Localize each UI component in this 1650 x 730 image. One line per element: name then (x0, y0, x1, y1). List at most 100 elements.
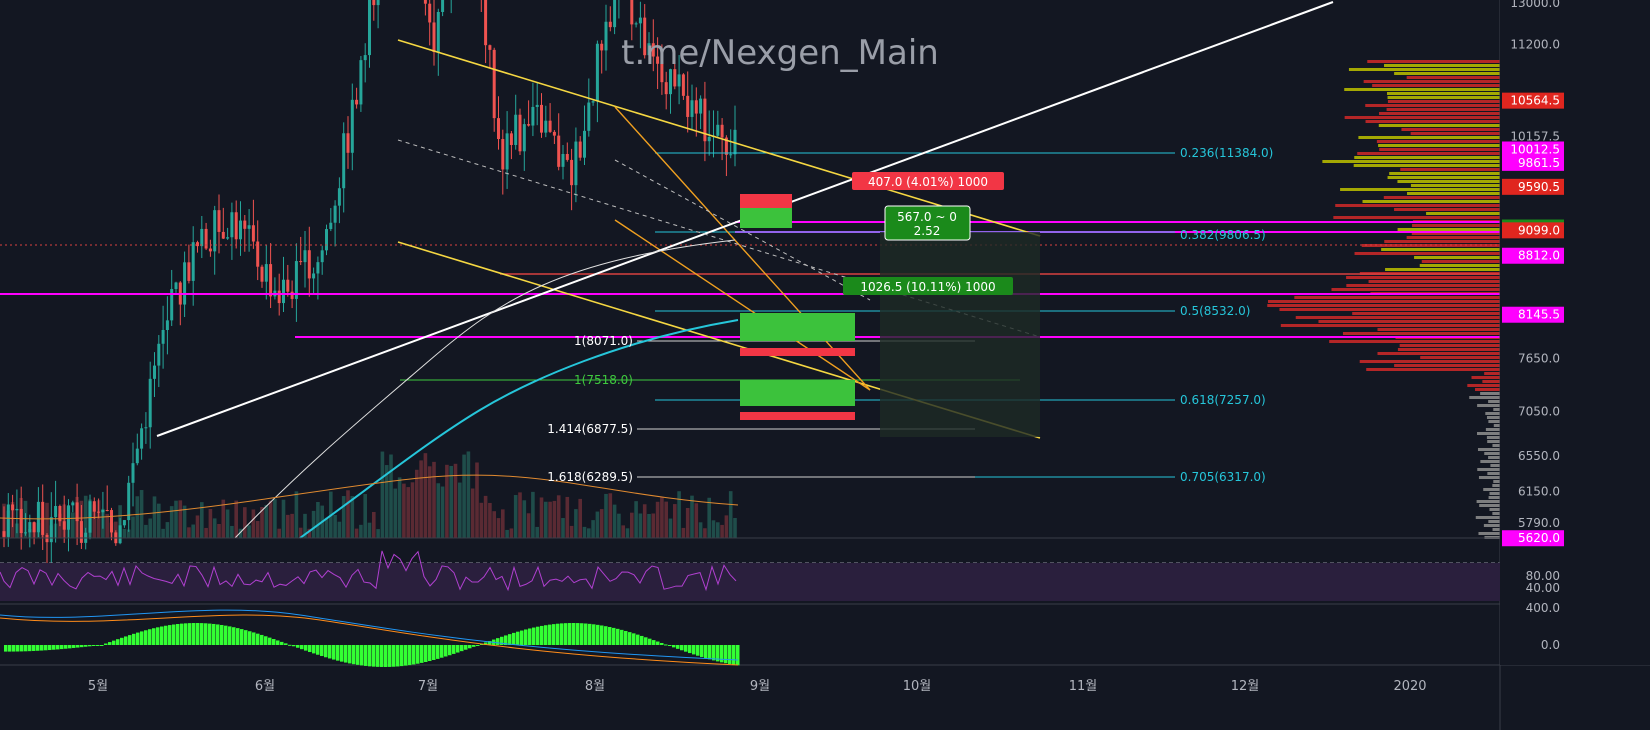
macd-histogram-bar (432, 645, 436, 660)
macd-histogram-bar (468, 645, 472, 649)
macd-histogram-bar (264, 636, 268, 645)
volume-bar (427, 466, 432, 538)
macd-histogram-bar (656, 641, 660, 645)
macd-histogram-bar (676, 645, 680, 649)
volume-bar (501, 509, 505, 538)
volume-profile-bar (1372, 84, 1500, 87)
macd-histogram-bar (516, 631, 520, 645)
macd-histogram-bar (528, 628, 532, 645)
volume-bar (681, 527, 686, 538)
candle-body (251, 225, 255, 242)
volume-bar (453, 463, 458, 538)
macd-histogram-bar (428, 645, 432, 662)
macd-histogram-bar (604, 626, 608, 645)
volume-bar (200, 502, 204, 538)
candle-body (634, 23, 638, 25)
macd-histogram-bar (460, 645, 464, 652)
candle-body (221, 231, 225, 239)
volume-bar (105, 513, 109, 538)
candle-body (570, 159, 574, 186)
macd-histogram-bar (592, 624, 596, 645)
volume-bar (131, 516, 135, 538)
volume-profile-bar (1492, 484, 1500, 487)
entry-box (740, 208, 792, 228)
macd-histogram-bar (176, 624, 180, 645)
candle-body (716, 124, 720, 136)
candle-body (320, 250, 324, 263)
volume-profile-bar (1480, 460, 1500, 463)
volume-bar (406, 487, 410, 538)
macd-histogram-bar (436, 645, 440, 659)
volume-profile-bar (1485, 428, 1500, 431)
volume-bar (634, 501, 638, 538)
macd-histogram-bar (8, 645, 12, 652)
candle-body (101, 510, 105, 513)
macd-histogram-bar (20, 645, 24, 652)
macd-histogram-bar (624, 630, 628, 645)
volume-bar (376, 529, 380, 538)
volume-profile-bar (1331, 288, 1500, 291)
volume-profile-bar (1477, 468, 1500, 471)
volume-bar (660, 497, 664, 538)
macd-histogram-bar (616, 628, 620, 645)
candle-body (174, 282, 178, 290)
macd-histogram-bar (464, 645, 468, 650)
volume-profile-bar (1488, 520, 1500, 523)
volume-profile (1267, 60, 1500, 539)
candle-body (724, 137, 728, 155)
candle-body (492, 49, 496, 119)
candle-body (600, 43, 604, 51)
macd-histogram-bar (60, 645, 64, 650)
macd-histogram-bar (272, 639, 276, 645)
volume-bar (552, 500, 557, 538)
candle-body (690, 100, 694, 117)
volume-profile-bar (1279, 308, 1500, 311)
loss-label: 407.0 (4.01%) 1000 (868, 175, 988, 189)
macd-histogram-bar (196, 623, 200, 645)
candle-body (720, 124, 724, 138)
macd-histogram-bar (148, 629, 152, 645)
volume-profile-bar (1478, 532, 1500, 535)
macd-histogram-bar (700, 645, 704, 657)
price-tick-label: 13000.0 (1510, 0, 1560, 10)
macd-histogram-bar (404, 645, 408, 666)
volume-profile-bar (1412, 224, 1500, 227)
volume-bar (677, 491, 681, 538)
macd-histogram-bar (540, 625, 544, 645)
volume-ma (0, 474, 739, 520)
macd-histogram-bar (584, 623, 588, 645)
price-tag (1502, 306, 1564, 323)
candle-body (282, 279, 285, 304)
candle-body (239, 220, 242, 240)
volume-profile-bar (1378, 144, 1500, 147)
volume-bar (526, 513, 531, 538)
price-tick-label: 11200.0 (1510, 37, 1560, 51)
volume-profile-bar (1322, 160, 1500, 163)
candle-body (135, 448, 139, 464)
volume-profile-bar (1400, 168, 1500, 171)
candle-body (368, 0, 371, 56)
inner-mid-line (614, 159, 871, 301)
macd-histogram-bar (260, 634, 264, 645)
candle-body (196, 242, 199, 247)
volume-bar (45, 502, 49, 538)
volume-profile-bar (1479, 504, 1500, 507)
volume-profile-bar (1492, 528, 1500, 531)
volume-profile-bar (1483, 524, 1500, 527)
candle-body (531, 106, 535, 126)
volume-profile-bar (1486, 436, 1500, 439)
volume-profile-bar (1394, 364, 1500, 367)
signal-line (0, 614, 739, 666)
extension-label: 1.618(6289.5) (547, 470, 633, 484)
macd-histogram-bar (480, 643, 484, 645)
candle-body (49, 517, 53, 543)
macd-histogram-bar (280, 641, 284, 645)
candle-body (88, 501, 92, 533)
candle-body (62, 521, 66, 530)
candle-body (643, 17, 647, 56)
candle-body (148, 378, 152, 428)
candle-body (355, 99, 359, 105)
volume-bar (419, 460, 423, 538)
macd-histogram-bar (128, 635, 132, 645)
